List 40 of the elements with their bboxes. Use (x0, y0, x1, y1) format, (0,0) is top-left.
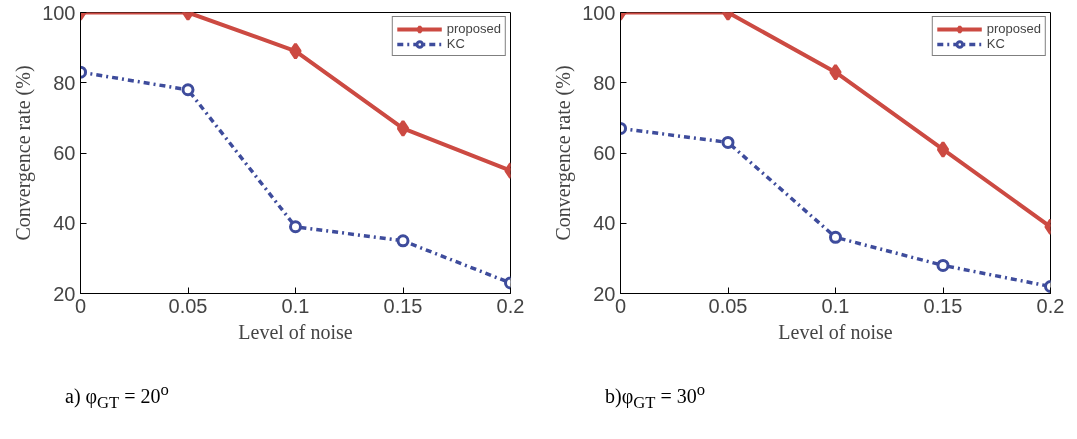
point (289, 42, 302, 60)
y-tick-label: 60 (53, 142, 76, 164)
x-tick-label: 0 (614, 294, 627, 317)
x-axis-title: Level of noise (778, 320, 893, 343)
y-axis-title: Convergence rate (%) (552, 65, 576, 241)
point (936, 258, 950, 272)
x-tick-label: 0 (74, 294, 87, 317)
point (829, 230, 842, 244)
y-tick-label: 100 (42, 1, 76, 24)
x-tick-label: 0.2 (496, 294, 525, 317)
point (289, 220, 302, 234)
legend-label: KC (986, 36, 1006, 51)
legend-label: proposed (986, 21, 1041, 36)
point (721, 135, 735, 149)
y-tick-label: 40 (53, 212, 76, 235)
y-tick-label: 20 (593, 282, 616, 305)
y-tick-label: 20 (53, 282, 76, 305)
point (396, 119, 410, 137)
x-tick-label: 0.15 (383, 294, 423, 317)
y-tick-label: 60 (593, 142, 616, 164)
y-axis-title: Convergence rate (%) (12, 65, 36, 241)
x-tick-label: 0.05 (168, 294, 208, 317)
x-tick-label: 0.1 (821, 294, 850, 317)
point (936, 140, 950, 158)
point (181, 83, 195, 97)
x-tick-label: 0.05 (708, 294, 748, 317)
legend-label: KC (446, 36, 466, 51)
y-tick-label: 100 (582, 1, 616, 24)
y-tick-label: 40 (593, 212, 616, 235)
legend-label: proposed (446, 21, 501, 36)
point (829, 63, 842, 81)
x-tick-label: 0.1 (281, 294, 310, 317)
x-axis-title: Level of noise (238, 320, 353, 343)
point (396, 234, 410, 248)
y-tick-label: 80 (593, 71, 616, 94)
x-tick-label: 0.2 (1036, 294, 1065, 317)
x-tick-label: 0.15 (923, 294, 963, 317)
y-tick-label: 80 (53, 71, 76, 94)
text: a) φ$_{GT}$ = 20$^{o}$ (65, 379, 169, 414)
text: b)φ$_{GT}$ = 30$^{o}$ (605, 379, 706, 414)
